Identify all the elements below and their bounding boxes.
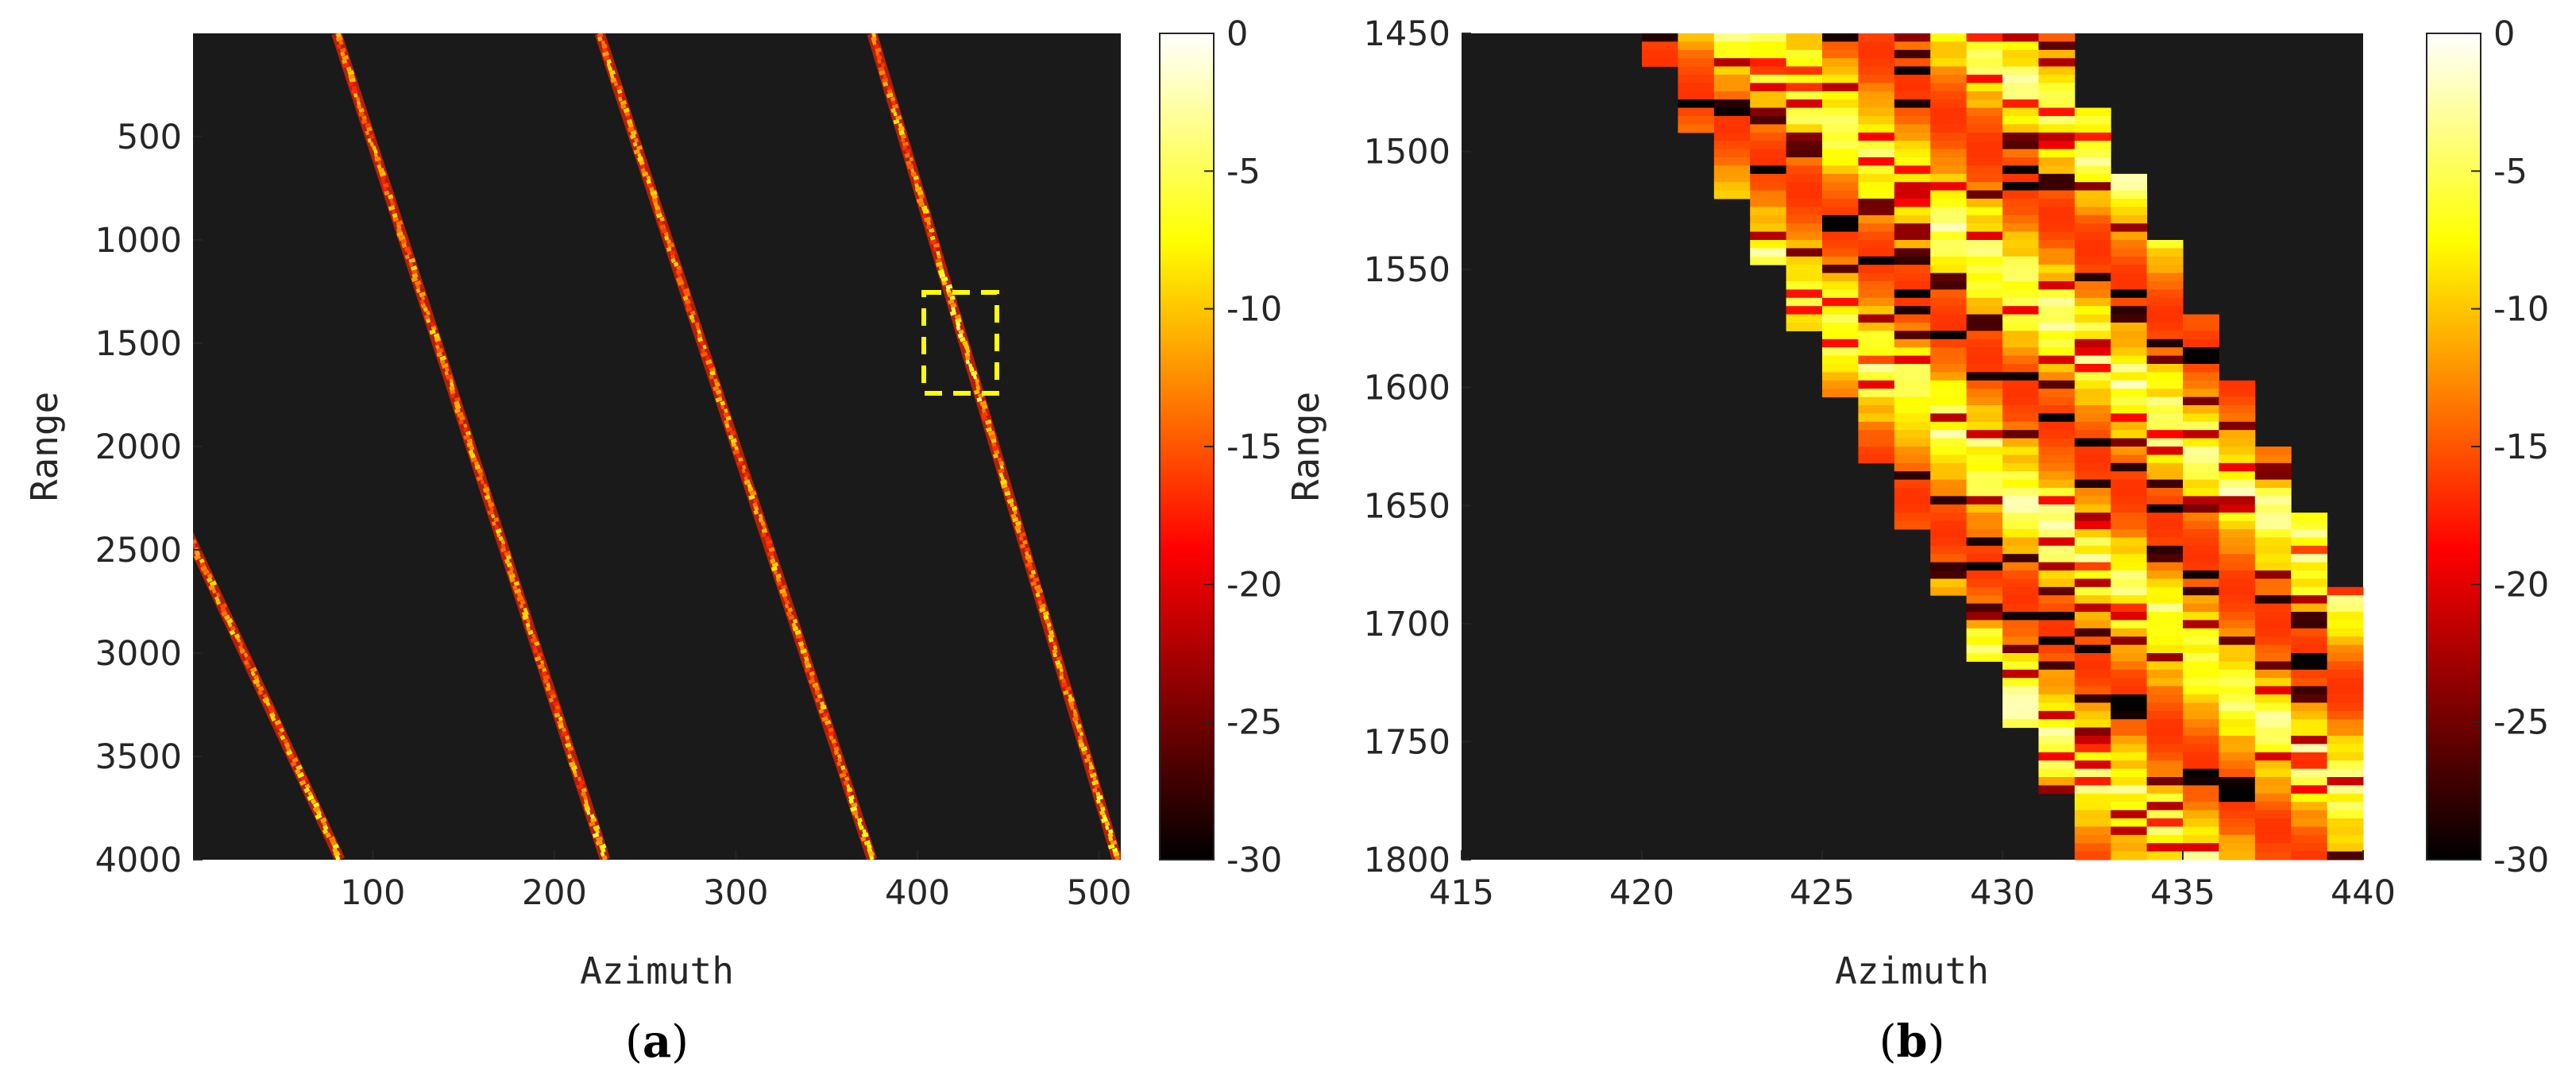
panel-b-y-tick-label: 1550 [1364,250,1450,290]
panel-b-y-tick-label: 1500 [1364,133,1450,172]
panel-a-x-ticks: 100 200 300 400 500 [340,850,1132,913]
panel-b-x-axis-label: Azimuth [1835,949,1989,992]
panel-a-label: (a) [625,1015,689,1068]
panel-a-x-tick-label: 500 [1067,873,1132,913]
colorbar-tick-label: -25 [1226,703,1282,743]
panel-a-x-tick-label: 200 [522,873,587,913]
panel-b-x-tick-label: 435 [2150,873,2215,913]
colorbar-tick-label: -5 [1226,152,1261,191]
colorbar-tick-label: -10 [2493,290,2549,330]
panel-a-y-tick-label: 3500 [95,737,182,777]
colorbar-tick-label: -20 [1226,565,1282,605]
panel-a-y-tick-label: 2500 [95,531,182,570]
colorbar-tick-label: -15 [2493,427,2549,467]
track-2 [331,33,611,860]
panel-a-colorbar-ticks: 0 -5 -10 -15 -20 -25 -30 [1204,14,1282,880]
panel-b-x-tick-label: 415 [1429,873,1494,913]
colorbar-tick-label: -10 [1226,290,1282,330]
panel-a-y-tick-label: 2000 [95,427,182,467]
colorbar-tick-label: -30 [2493,841,2549,880]
panel-b-y-tick-label: 1650 [1364,486,1450,526]
panel-a-tracks [193,33,1121,860]
panel-a-y-ticks: 500 1000 1500 2000 2500 3000 3500 4000 [95,118,203,880]
svg-text:(b): (b) [1879,1015,1945,1068]
panel-a: 100 200 300 400 500 500 1000 1500 2000 2500 3000 3… [23,14,1282,1068]
panel-a-y-tick-label: 3000 [95,634,182,674]
panel-a-x-axis-label: Azimuth [580,949,734,992]
colorbar-tick-label: 0 [2493,14,2515,54]
panel-a-x-tick-label: 300 [703,873,768,913]
colorbar-tick-label: -15 [1226,427,1282,467]
colorbar-tick-label: -20 [2493,565,2549,605]
panel-a-y-tick-label: 1000 [95,221,182,261]
colorbar-tick-label: -25 [2493,703,2549,743]
panel-a-x-tick-label: 400 [885,873,950,913]
track-1 [193,532,346,860]
panel-a-highlight-box [921,290,999,396]
panel-b-y-tick-label: 1700 [1364,605,1450,644]
colorbar-tick-label: 0 [1226,14,1248,54]
panel-b-x-tick-label: 425 [1790,873,1855,913]
panel-a-x-tick-label: 100 [340,873,405,913]
panel-a-y-axis-label: Range [23,392,66,501]
panel-a-y-tick-label: 500 [117,118,182,157]
panel-b-y-axis-label: Range [1284,392,1327,501]
svg-text:(a): (a) [625,1015,689,1068]
panel-b-x-ticks: 415 420 425 430 435 440 [1429,850,2396,913]
panel-b-x-tick-label: 420 [1609,873,1674,913]
panel-b-label: (b) [1879,1015,1945,1068]
panel-b-blocks [1642,33,2364,860]
panel-b-y-tick-label: 1600 [1364,369,1450,408]
panel-b-y-ticks: 1450 1500 1550 1600 1650 1700 1750 1800 [1364,14,1471,880]
track-3 [594,33,878,860]
track-4 [867,33,1121,860]
panel-b-y-tick-label: 1450 [1364,14,1450,54]
panel-b-x-tick-label: 440 [2331,873,2396,913]
panel-a-y-tick-label: 1500 [95,324,182,364]
panel-a-plot-area [193,33,1121,860]
colorbar-tick-label: -30 [1226,841,1282,880]
panel-a-y-tick-label: 4000 [95,841,182,880]
panel-b: 415 420 425 430 435 440 145015001550160016501… [1284,14,2549,1068]
colorbar-tick-label: -5 [2493,152,2528,191]
panel-b-colorbar-ticks: 0 -5 -10 -15 -20 -25 -30 [2471,14,2549,880]
panel-b-y-tick-label: 1800 [1364,841,1450,880]
panel-b-x-tick-label: 430 [1970,873,2035,913]
panel-b-y-tick-label: 1750 [1364,722,1450,762]
